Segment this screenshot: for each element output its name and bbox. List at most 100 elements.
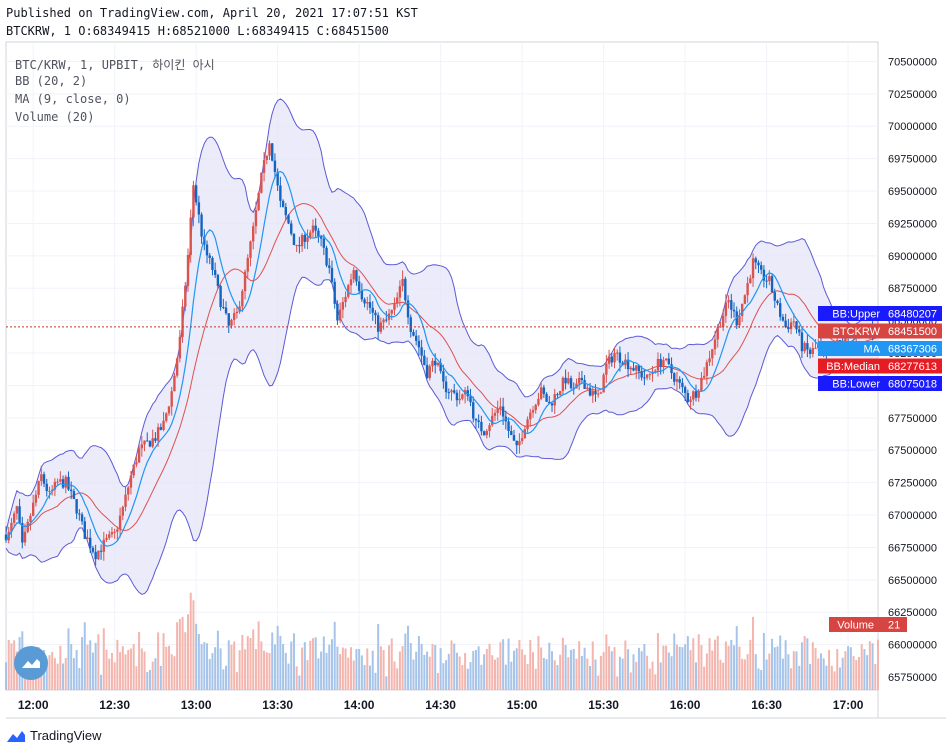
volume-bar	[518, 640, 521, 690]
time-tick-label: 12:00	[18, 698, 49, 712]
candle-body	[512, 435, 516, 441]
volume-bar	[374, 672, 377, 690]
candle-body	[390, 309, 393, 314]
volume-bar	[306, 660, 309, 690]
candle-body	[290, 223, 293, 234]
candle-body	[542, 387, 546, 394]
volume-bar	[91, 652, 94, 690]
candle-body	[260, 172, 263, 193]
candle-body	[42, 474, 46, 484]
candle-body	[773, 292, 776, 301]
volume-bar	[138, 631, 141, 690]
volume-bar	[464, 653, 467, 690]
candle-body	[740, 303, 744, 316]
volume-bar	[570, 649, 573, 690]
candle-body	[360, 290, 364, 300]
volume-bar	[442, 663, 445, 690]
candle-body	[607, 356, 611, 364]
time-tick-label: 17:00	[833, 698, 864, 712]
candle-body	[127, 487, 130, 495]
candle-body	[121, 506, 125, 516]
volume-bar	[746, 654, 749, 690]
candle-body	[257, 192, 260, 210]
legend-ma[interactable]: MA (9, close, 0)	[15, 92, 131, 106]
legend-bb[interactable]: BB (20, 2)	[15, 74, 88, 88]
volume-bar	[309, 640, 312, 690]
legend-volume[interactable]: Volume (20)	[15, 110, 95, 124]
candle-body	[170, 391, 173, 407]
volume-bar	[621, 658, 624, 690]
candle-body	[281, 200, 285, 207]
time-tick-label: 13:30	[262, 698, 293, 712]
volume-bar	[178, 618, 181, 690]
volume-bar	[838, 667, 841, 690]
volume-bar	[635, 661, 638, 690]
candle-body	[624, 359, 627, 366]
candle-body	[118, 515, 122, 530]
volume-bar	[461, 665, 464, 690]
volume-bar	[238, 650, 241, 690]
volume-bar	[610, 651, 613, 690]
volume-bar	[341, 647, 344, 690]
volume-bar	[195, 623, 198, 690]
volume-bar	[105, 649, 108, 690]
candle-body	[458, 398, 461, 401]
volume-bar	[124, 654, 127, 690]
volume-bar	[781, 658, 784, 690]
volume-bar	[803, 636, 806, 690]
volume-bar	[241, 634, 244, 690]
candle-body	[694, 391, 698, 398]
candle-body	[689, 399, 692, 402]
volume-bar	[760, 670, 763, 690]
candle-body	[211, 257, 214, 271]
volume-bar	[488, 643, 491, 690]
candle-body	[591, 390, 594, 396]
candle-body	[309, 232, 312, 238]
volume-bar	[646, 655, 649, 690]
volume-bar	[257, 621, 260, 690]
candle-body	[488, 425, 491, 431]
volume-bar	[572, 648, 575, 690]
brand[interactable]: TradingView	[6, 728, 102, 743]
volume-bar	[857, 656, 860, 690]
volume-bar	[597, 675, 600, 690]
volume-bar	[627, 649, 630, 690]
volume-bar	[62, 663, 65, 690]
candle-body	[414, 335, 418, 341]
volume-bar	[537, 635, 540, 690]
volume-bar	[814, 648, 817, 690]
volume-bar	[719, 659, 722, 690]
volume-bar	[811, 642, 814, 690]
candle-body	[175, 358, 179, 376]
candle-body	[602, 374, 605, 393]
volume-bar	[605, 634, 608, 690]
candle-body	[618, 352, 622, 363]
brand-name: TradingView	[30, 728, 102, 743]
candle-body	[550, 403, 554, 406]
candle-body	[743, 295, 747, 304]
candle-body	[662, 360, 665, 367]
volume-bar	[230, 644, 233, 690]
candle-body	[404, 278, 407, 301]
ma-line	[5, 170, 879, 547]
volume-bar	[589, 666, 592, 690]
candle-body	[208, 255, 211, 258]
price-tick-label: 66250000	[888, 607, 937, 619]
volume-bar	[148, 669, 151, 690]
volume-bar	[800, 642, 803, 690]
candle-body	[507, 421, 510, 432]
candle-body	[656, 358, 660, 371]
candle-body	[455, 392, 459, 401]
volume-bar	[75, 649, 78, 690]
volume-bar	[113, 662, 116, 690]
legend-symbol[interactable]: BTC/KRW, 1, UPBIT, 하이킨 아시	[15, 58, 215, 72]
candle-body	[545, 393, 548, 402]
volume-bar	[59, 645, 62, 690]
price-label-box	[818, 341, 942, 356]
candle-body	[194, 185, 198, 203]
candle-body	[789, 322, 793, 330]
tradingview-badge-icon[interactable]	[14, 646, 48, 680]
time-tick-label: 12:30	[99, 698, 130, 712]
volume-bar	[140, 648, 143, 690]
